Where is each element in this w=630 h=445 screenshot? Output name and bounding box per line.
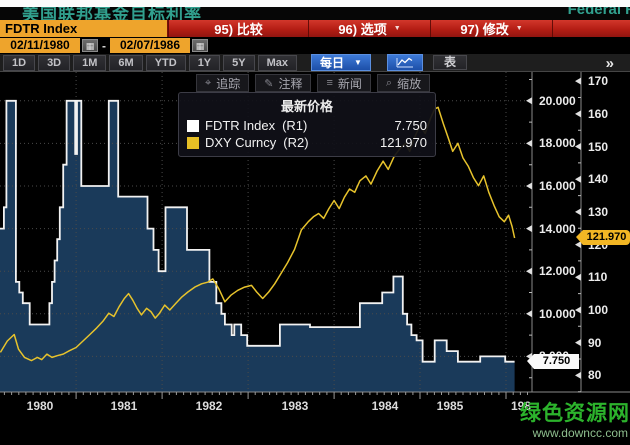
watermark-site-name: 绿色资源网 — [520, 402, 630, 425]
axis-tick-label: 18.000 — [539, 136, 576, 151]
axis-tick-label: 16.000 — [539, 178, 576, 193]
command-menu: 95) 比较 96) 选项 ▼ 97) 修改 ▼ — [168, 20, 552, 37]
screen-top-strip — [0, 0, 630, 7]
news-icon: ≡ — [326, 77, 333, 89]
security-title-en: Federal R — [567, 7, 630, 18]
security-title-row: 美国联邦基金目标利率 Federal R — [0, 7, 630, 20]
menu-item-96[interactable]: 96) 选项 ▼ — [308, 20, 430, 37]
axis-tick-label: 14.000 — [539, 221, 576, 236]
legend-value: 121.970 — [380, 135, 427, 150]
tool-button-追踪[interactable]: ⌖ 追踪 — [196, 74, 250, 92]
axis-tick-label: 160 — [588, 106, 609, 121]
axis-tick-label: 20.000 — [539, 93, 576, 108]
date-separator: - — [102, 38, 106, 53]
legend-series-name: FDTR Index — [205, 118, 276, 133]
axis-tick-label: 90 — [588, 335, 602, 350]
x-axis-year-label: 1980 — [26, 399, 54, 413]
chevron-down-icon: ▼ — [393, 25, 401, 32]
legend-row: FDTR Index (R1) 7.750 — [187, 117, 427, 134]
chevron-down-icon: ▼ — [354, 58, 362, 67]
period-button-1y[interactable]: 1Y — [188, 54, 221, 71]
watermark-site-url: www.downcc.com — [532, 426, 628, 440]
x-axis-year-label: 1983 — [281, 399, 309, 413]
axis-tick-label: 140 — [588, 172, 609, 187]
legend-row: DXY Curncy (R2) 121.970 — [187, 134, 427, 151]
ticker-field[interactable]: FDTR Index — [0, 20, 168, 37]
menu-item-95[interactable]: 95) 比较 — [168, 20, 308, 37]
calendar-icon[interactable]: ▦ — [192, 39, 208, 52]
line-chart-icon — [396, 57, 413, 68]
axis-tick-label: 150 — [588, 139, 609, 154]
legend-swatch — [187, 136, 199, 149]
menu-item-label: 95) 比较 — [214, 22, 263, 37]
tool-button-label: 注释 — [278, 76, 303, 91]
x-axis-year-label: 1984 — [371, 399, 399, 413]
tool-button-缩放[interactable]: ⌕ 缩放 — [376, 74, 431, 92]
period-button-max[interactable]: Max — [257, 54, 298, 71]
tool-button-label: 新闻 — [337, 76, 362, 91]
frequency-label: 每日 — [320, 56, 345, 70]
security-title-cn: 美国联邦基金目标利率 — [22, 7, 202, 20]
legend-swatch — [187, 119, 199, 132]
axis-tick-label: 10.000 — [539, 306, 576, 321]
period-button-3d[interactable]: 3D — [38, 54, 71, 71]
menu-item-label: 97) 修改 — [460, 22, 509, 37]
magnifier-icon: ⌕ — [385, 76, 393, 89]
last-price-badge-fdtr: 7.750 — [527, 354, 579, 369]
end-date-field[interactable]: 02/07/1986 — [110, 38, 190, 53]
legend-value: 7.750 — [394, 118, 427, 133]
period-button-5y[interactable]: 5Y — [223, 54, 255, 71]
tool-button-新闻[interactable]: ≡ 新闻 — [317, 74, 371, 92]
x-axis-labels: 1980 1981 1982 1983 1984 1985 198 — [0, 399, 630, 415]
legend-panel: 最新价格 FDTR Index (R1) 7.750 DXY Curncy (R2) 12… — [178, 92, 436, 157]
legend-title: 最新价格 — [280, 99, 333, 114]
table-view-button[interactable]: 表 — [432, 55, 467, 70]
legend-axis-tag: (R2) — [283, 135, 309, 150]
tool-button-label: 追踪 — [216, 76, 241, 91]
axis-tick-label: 12.000 — [539, 264, 576, 279]
x-axis-year-label: 198 — [510, 399, 532, 413]
x-axis-year-label: 1981 — [110, 399, 138, 413]
chart-type-button[interactable] — [386, 54, 423, 71]
axis-tick-label: 80 — [588, 368, 602, 383]
crosshair-icon: ⌖ — [205, 76, 212, 89]
axis-tick-label: 170 — [588, 74, 609, 89]
x-axis-year-label: 1985 — [436, 399, 464, 413]
watermark: 绿色资源网 www.downcc.com — [520, 403, 630, 439]
period-button-1d[interactable]: 1D — [3, 54, 36, 71]
menu-item-97[interactable]: 97) 修改 ▼ — [430, 20, 552, 37]
more-chevrons-icon[interactable]: » — [605, 55, 614, 72]
period-button-1m[interactable]: 1M — [73, 54, 107, 71]
menu-item-label: 96) 选项 — [338, 22, 387, 37]
legend-series-name: DXY Curncy — [205, 135, 277, 150]
start-date-field[interactable]: 02/11/1980 — [0, 38, 80, 53]
chevron-down-icon: ▼ — [515, 25, 523, 32]
frequency-dropdown[interactable]: 每日 ▼ — [311, 54, 371, 71]
tool-button-注释[interactable]: ✎ 注释 — [255, 74, 312, 92]
chart-toolbar-row: 1D 3D 1M 6M YTD 1Y 5Y Max 每日 ▼ 表 » — [0, 54, 630, 72]
pencil-icon: ✎ — [264, 77, 274, 90]
axis-tick-label: 110 — [588, 270, 608, 285]
period-button-ytd[interactable]: YTD — [145, 54, 186, 71]
x-axis-year-label: 1982 — [195, 399, 223, 413]
period-button-6m[interactable]: 6M — [109, 54, 143, 71]
axis-tick-label: 100 — [588, 302, 609, 317]
tool-button-label: 缩放 — [397, 76, 422, 91]
last-price-badge-dxy: 121.970 — [576, 230, 630, 245]
legend-axis-tag: (R1) — [282, 118, 308, 133]
date-range-row: 02/11/1980 ▦ - 02/07/1986 ▦ — [0, 37, 630, 54]
chart-tools: ⌖ 追踪 ✎ 注释 ≡ 新闻 ⌕ 缩放 — [196, 74, 436, 92]
calendar-icon[interactable]: ▦ — [82, 39, 98, 52]
period-buttons: 1D 3D 1M 6M YTD 1Y 5Y Max — [0, 54, 298, 71]
command-bar-filler — [552, 20, 630, 37]
axis-tick-label: 130 — [588, 204, 609, 219]
command-bar: FDTR Index 95) 比较 96) 选项 ▼ 97) 修改 ▼ — [0, 20, 630, 37]
